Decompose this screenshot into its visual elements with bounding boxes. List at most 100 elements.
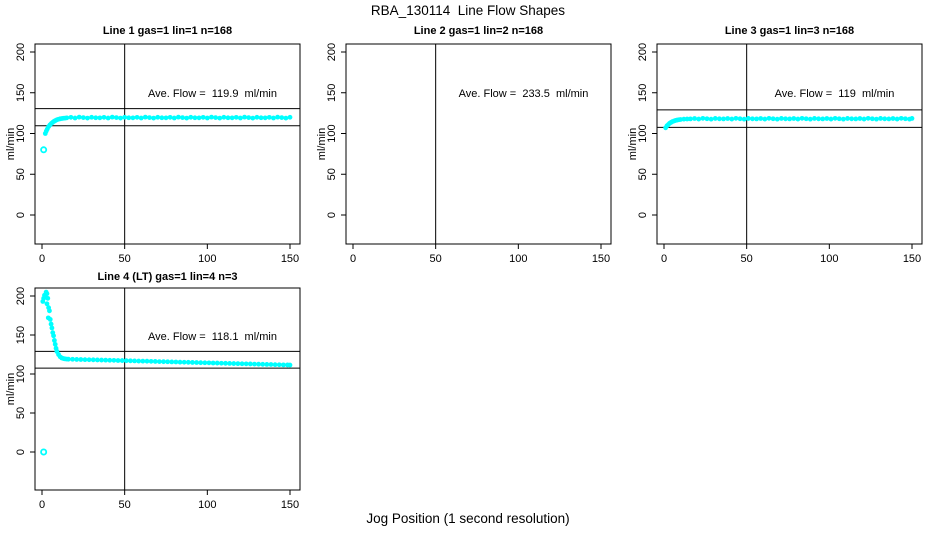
plot4-y-axis-label: ml/min (5, 372, 17, 406)
scatter-point (712, 116, 718, 121)
scatter-point (213, 115, 219, 121)
scatter-point (40, 448, 48, 456)
axis-ticks (30, 295, 291, 495)
scatter-point (869, 116, 875, 122)
x-tick-label: 50 (119, 253, 131, 265)
scatter-point (128, 358, 133, 364)
scatter-point (902, 116, 908, 122)
plot-border (656, 43, 923, 245)
x-tick-label: 100 (509, 253, 527, 265)
scatter-point (894, 116, 900, 122)
axis-tick-labels: 0 50 100 150 0 50 100 150 200 (15, 287, 299, 511)
scatter-point (704, 116, 710, 122)
axis-tick-labels: 0 50 100 150 0 50 100 150 200 (15, 43, 299, 265)
scatter-point (210, 360, 216, 366)
scatter-point (890, 116, 896, 121)
scatter-point (196, 115, 202, 121)
scatter-point (812, 116, 817, 121)
scatter-point (94, 357, 100, 363)
plot3-ave-flow-annotation: Ave. Flow = 119 ml/min (774, 88, 895, 100)
scatter-point (836, 116, 842, 122)
scatter-point (167, 114, 173, 120)
scatter-point (279, 115, 285, 121)
scatter-point (101, 114, 107, 120)
y-tick-label: 100 (326, 124, 338, 142)
scatter-point (696, 116, 702, 122)
scatter-point (716, 116, 722, 122)
scatter-point (807, 116, 813, 122)
scatter-point (109, 114, 115, 120)
scatter-point (163, 115, 169, 121)
scatter-point (204, 115, 210, 121)
scatter-point (787, 116, 793, 122)
y-tick-label: 0 (15, 449, 27, 455)
scatter-point (52, 341, 58, 347)
scatter-point (111, 357, 117, 363)
scatter-point (791, 116, 797, 121)
scatter-point (250, 115, 256, 121)
scatter-point (795, 116, 801, 122)
scatter-point (209, 114, 214, 120)
scatter-point (115, 358, 121, 363)
plot-panel-1: 0 50 100 150 0 50 100 150 200 (15, 43, 301, 265)
scatter-point (114, 115, 119, 121)
plot2-title: Line 2 gas=1 lin=2 n=168 (413, 25, 544, 37)
plot-border (345, 43, 612, 245)
scatter-point (78, 357, 84, 362)
scatter-point (745, 116, 751, 121)
scatter-point (272, 362, 278, 368)
scatter-point (80, 115, 86, 121)
scatter-point (774, 116, 780, 122)
scatter-point (741, 116, 747, 122)
scatter-point (200, 114, 206, 120)
scatter-point (119, 358, 125, 363)
scatter-point (799, 115, 805, 121)
scatter-point (89, 114, 94, 120)
scatter-point (857, 116, 863, 121)
scatter-point (132, 358, 137, 364)
scatter-point (287, 114, 293, 120)
scatter-point (218, 360, 224, 366)
scatter-point (276, 362, 282, 368)
scatter-point (51, 333, 56, 339)
scatter-point (264, 362, 270, 367)
axis-ticks (341, 51, 602, 249)
scatter-point (223, 360, 228, 366)
scatter-point (64, 115, 70, 121)
y-tick-label: 100 (15, 124, 27, 142)
y-tick-label: 50 (15, 168, 27, 180)
x-tick-label: 100 (198, 499, 216, 511)
axis-tick-labels: 0 50 100 150 0 50 100 150 200 (326, 43, 610, 265)
scatter-point (909, 116, 915, 121)
y-tick-label: 50 (637, 168, 649, 180)
x-tick-label: 100 (820, 253, 838, 265)
plot4-title: Line 4 (LT) gas=1 lin=4 n=3 (97, 271, 238, 283)
scatter-point (688, 116, 693, 122)
scatter-point (52, 338, 57, 343)
scatter-point (152, 359, 158, 364)
y-tick-label: 150 (326, 84, 338, 102)
scatter-point (783, 116, 788, 122)
scatter-point (861, 116, 867, 122)
scatter-point (171, 115, 177, 121)
scatter-point (803, 116, 809, 122)
scatter-point (180, 115, 185, 121)
scatter-point (828, 116, 834, 122)
scatter-point (246, 115, 252, 121)
scatter-point (105, 115, 111, 121)
scatter-point (144, 358, 150, 364)
scatter-point (177, 359, 183, 365)
data-points (40, 289, 293, 456)
scatter-point (762, 116, 768, 122)
scatter-point (74, 357, 80, 362)
scatter-point (247, 361, 253, 367)
scatter-point (243, 361, 249, 367)
scatter-point (159, 115, 165, 121)
scatter-point (147, 115, 152, 121)
scatter-point (820, 116, 826, 122)
scatter-point (816, 116, 821, 122)
scatter-point (169, 359, 175, 365)
scatter-point (188, 114, 194, 120)
x-tick-label: 0 (350, 253, 356, 265)
